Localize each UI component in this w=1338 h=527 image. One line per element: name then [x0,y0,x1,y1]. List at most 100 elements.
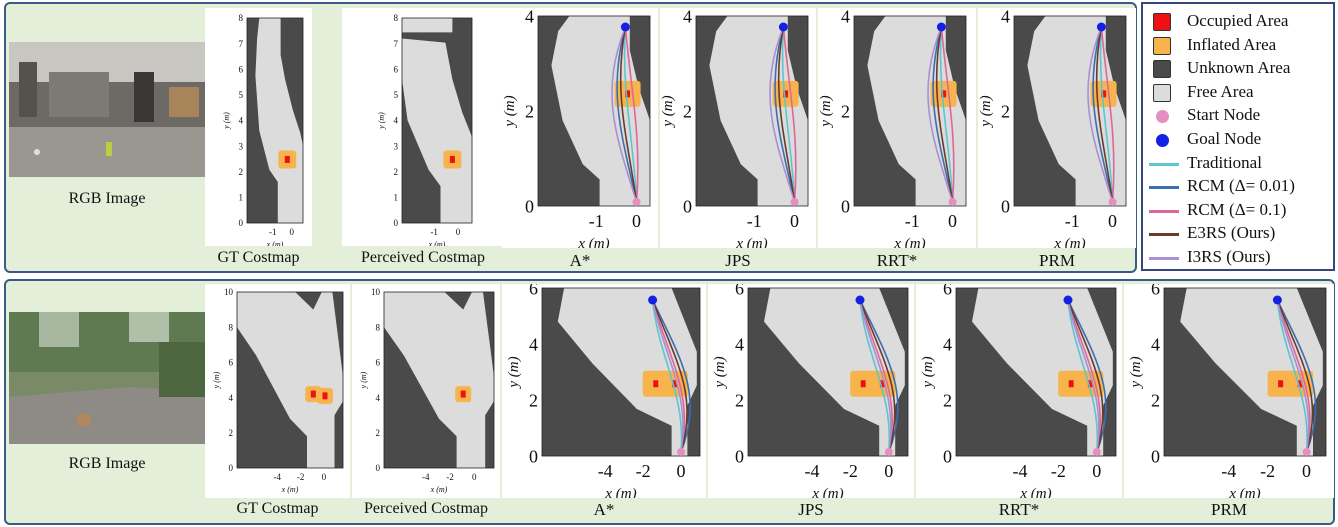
x-tick-label: -1 [269,227,277,237]
x-axis-label: x (m) [428,240,446,246]
x-tick-label: -2 [446,472,454,482]
y-tick-label: 7 [239,39,244,49]
legend-item: E3RS (Ours) [1149,222,1335,246]
path-line [859,299,892,453]
y-tick-label: 4 [735,334,744,354]
occupied-area [1087,380,1093,388]
path-line [651,299,688,453]
planner-caption: JPS [798,500,824,519]
y-tick-label: 8 [376,322,381,332]
path-line [1276,299,1310,453]
goal-node [620,22,630,32]
y-tick-label: 2 [841,101,850,121]
goal-node [1096,22,1106,32]
plot-frame [955,287,1117,457]
path-line [777,26,796,203]
legend-swatch-line [1149,257,1179,260]
goal-node [648,295,658,305]
occupied-area [625,90,631,98]
goal-node [1272,295,1282,305]
legend-item: I3RS (Ours) [1149,246,1335,270]
path-line [623,26,638,203]
plot-frame [537,15,651,207]
y-tick-label: 5 [239,90,244,100]
path-line [927,26,954,203]
y-tick-label: 4 [841,8,850,26]
goal-node [778,22,788,32]
occupied-area [322,392,328,400]
occupied-area [672,380,678,388]
paths [769,22,799,206]
occupied-area [449,155,455,163]
legend-label: Occupied Area [1187,11,1289,30]
y-tick-label: 1 [239,193,244,203]
y-tick-label: 2 [683,101,692,121]
legend-label: Start Node [1187,105,1261,125]
occupied-area [1101,90,1107,98]
y-tick-label: 0 [394,218,399,228]
path-line [616,26,638,203]
y-tick-label: 4 [1001,8,1010,26]
plot-frame [853,15,967,207]
costmap-caption: GT Costmap [236,500,319,517]
planner-plot: 0 2 4 -1 0 x (m) y (m) [660,6,816,252]
path-line [651,299,684,453]
path-line [1087,26,1114,203]
y-tick-label: 6 [394,64,399,74]
costmap-grid [383,291,495,469]
free-area [402,18,472,223]
paths [927,22,957,206]
x-axis-label: x (m) [1053,236,1085,248]
legend-label: Unknown Area [1187,58,1291,78]
y-tick-label: 2 [525,101,534,121]
costmap-plot: 0 1 2 3 4 5 6 7 8 -1 0 x (m) y (m) [342,8,504,249]
planner-caption: A* [593,500,615,519]
legend: Occupied Area Inflated Area Unknown Area Fr… [1141,2,1335,271]
y-axis-label: y (m) [920,356,936,389]
legend-item: RCM (Δ= 0.01) [1149,175,1335,199]
occupied-area [941,90,947,98]
x-tick-label: 0 [472,472,477,482]
occupied-area [860,380,866,388]
planner-caption: A* [569,251,591,270]
x-tick-label: -2 [636,461,651,481]
y-tick-label: 4 [1151,334,1160,354]
free-area [255,18,303,223]
path-line [781,26,796,203]
y-tick-label: 0 [239,218,244,228]
x-tick-label: -1 [747,211,762,231]
x-tick-label: -1 [430,227,438,237]
legend-item: Occupied Area [1149,10,1335,34]
y-tick-label: 6 [943,284,952,298]
costmap-grid [236,291,344,469]
y-tick-label: 0 [943,446,952,466]
start-node [884,448,893,456]
y-tick-label: 4 [683,8,692,26]
legend-item: Traditional [1149,152,1335,176]
start-node [948,198,957,206]
planner-plot: 0 2 4 -1 0 x (m) y (m) [978,6,1136,252]
y-tick-label: 6 [1151,284,1160,298]
x-tick-label: -1 [905,211,920,231]
path-line [1100,26,1115,203]
y-tick-label: 2 [376,428,381,438]
plot-frame [695,15,809,207]
costmap-caption: Perceived Costmap [364,500,488,517]
y-tick-label: 10 [224,287,234,297]
start-node [677,448,686,456]
x-axis-label: x (m) [430,485,448,494]
y-axis-label: y (m) [212,371,221,389]
start-node [1108,198,1117,206]
legend-item: Goal Node [1149,128,1335,152]
planner-plot: 0 2 4 6 -4 -2 0 x (m) y (m) [708,278,914,502]
path-line [1095,26,1114,203]
legend-swatch-line [1149,162,1179,166]
y-tick-label: 0 [229,463,234,473]
occupied-area [879,380,885,388]
y-tick-label: 2 [1151,390,1160,410]
y-tick-label: 8 [229,322,234,332]
x-axis-label: x (m) [604,486,636,498]
goal-node [1063,295,1073,305]
costmap-caption: GT Costmap [217,249,300,266]
path-line [940,26,955,203]
